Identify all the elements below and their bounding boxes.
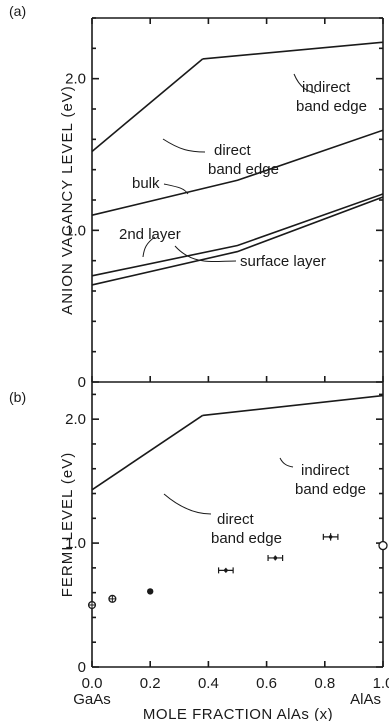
data-point-cross bbox=[108, 595, 116, 603]
annotation-label: band edge bbox=[296, 98, 367, 115]
x-tick-label: 1.0 bbox=[373, 675, 389, 692]
leader-indirect-band-edge bbox=[279, 457, 294, 468]
series-line-bulk bbox=[91, 129, 384, 216]
x-tick-label: 0.2 bbox=[140, 675, 161, 692]
leader-indirect-band-edge bbox=[293, 73, 316, 94]
data-point bbox=[224, 568, 228, 573]
series-line-direct-band-edge bbox=[91, 414, 204, 491]
x-end-label-right: AlAs bbox=[350, 691, 381, 708]
y-tick-label: 0 bbox=[78, 374, 86, 391]
annotation-label: direct bbox=[214, 142, 252, 159]
data-point bbox=[147, 588, 154, 595]
x-axis-label: MOLE FRACTION AlAs (x) bbox=[143, 706, 333, 721]
series-line-direct-band-edge bbox=[91, 58, 204, 153]
panel-label: (a) bbox=[9, 3, 26, 19]
y-tick-label: 0 bbox=[78, 659, 86, 676]
leader-2nd-layer bbox=[142, 236, 156, 258]
data-point bbox=[273, 556, 278, 560]
annotation-label: band edge bbox=[208, 161, 279, 178]
x-tick-label: 0.8 bbox=[314, 675, 335, 692]
y-tick-label: 1.0 bbox=[65, 535, 86, 552]
leader-bulk bbox=[163, 183, 189, 195]
y-tick-label: 1.0 bbox=[65, 222, 86, 239]
leader-direct-band-edge bbox=[162, 138, 206, 153]
annotation-label: band edge bbox=[295, 481, 366, 498]
leader-direct-band-edge bbox=[163, 493, 212, 515]
annotation-label: surface layer bbox=[240, 253, 326, 270]
y-axis-label: FERMI LEVEL (eV) bbox=[59, 452, 76, 597]
x-tick-label: 0.6 bbox=[256, 675, 277, 692]
data-point bbox=[378, 540, 388, 551]
series-line-indirect-band-edge bbox=[202, 394, 384, 417]
annotation-label: band edge bbox=[211, 530, 282, 547]
annotation-label: 2nd layer bbox=[119, 226, 181, 243]
y-tick-label: 2.0 bbox=[65, 71, 86, 88]
series-line-2nd-layer bbox=[91, 193, 384, 277]
y-tick-label: 2.0 bbox=[65, 411, 86, 428]
data-point bbox=[328, 535, 333, 539]
annotation-label: direct bbox=[217, 511, 255, 528]
x-tick-label: 0.4 bbox=[198, 675, 219, 692]
series-line-surface-layer bbox=[91, 196, 384, 286]
series-line-indirect-band-edge bbox=[202, 41, 384, 60]
leader-surface-layer bbox=[174, 245, 237, 263]
panel-label: (b) bbox=[9, 389, 26, 405]
annotation-label: bulk bbox=[132, 175, 160, 192]
y-axis-label: ANION VACANCY LEVEL (eV) bbox=[59, 85, 76, 315]
x-end-label-left: GaAs bbox=[73, 691, 111, 708]
annotation-label: indirect bbox=[302, 79, 351, 96]
x-tick-label: 0.0 bbox=[82, 675, 103, 692]
annotation-label: indirect bbox=[301, 462, 350, 479]
data-point-cross bbox=[88, 601, 96, 609]
